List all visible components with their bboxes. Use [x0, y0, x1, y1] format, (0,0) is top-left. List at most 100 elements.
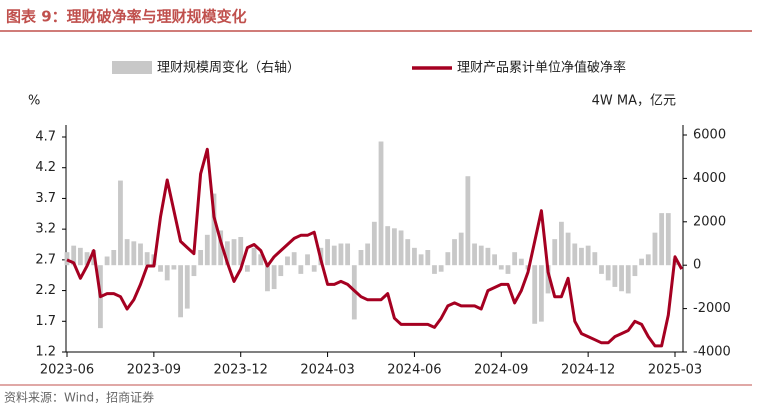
- y-axis-label: %: [28, 94, 40, 109]
- x-tick-label: 2024-09: [474, 363, 528, 378]
- bar: [425, 250, 431, 266]
- bar: [639, 258, 644, 266]
- bar: [325, 239, 330, 266]
- bar: [224, 241, 230, 266]
- bar: [545, 265, 551, 294]
- bar: [659, 213, 665, 266]
- bar: [378, 141, 384, 266]
- bar: [131, 241, 137, 266]
- bar: [485, 247, 491, 266]
- bar: [358, 250, 364, 266]
- legend-label: 理财规模周变化（右轴）: [157, 60, 300, 76]
- bar: [652, 232, 658, 266]
- bar: [552, 239, 558, 266]
- y-tick-label: 1.2: [35, 345, 56, 360]
- y-tick-label: 3.7: [35, 191, 56, 206]
- bar: [391, 228, 397, 266]
- bar: [271, 265, 277, 290]
- y-tick-label: 1.7: [35, 314, 56, 329]
- y2-tick-label: 0: [693, 258, 701, 273]
- bar: [605, 265, 611, 281]
- bar: [559, 221, 564, 266]
- y-tick-label: 2.7: [35, 252, 56, 267]
- bar: [258, 254, 264, 266]
- bar: [579, 247, 584, 266]
- bar: [625, 265, 631, 294]
- bar: [211, 193, 217, 266]
- bar: [365, 243, 371, 266]
- y-tick-label: 3.2: [35, 222, 56, 237]
- bar: [77, 247, 83, 266]
- x-tick-label: 2023-06: [40, 363, 94, 378]
- bar: [111, 250, 117, 266]
- bar: [71, 245, 77, 266]
- x-tick-label: 2024-06: [387, 363, 441, 378]
- bar: [198, 250, 204, 266]
- bar: [164, 265, 170, 281]
- bar: [84, 252, 90, 266]
- bar: [204, 234, 210, 266]
- x-tick-label: 2023-09: [127, 363, 181, 378]
- bar: [565, 232, 571, 266]
- y-tick-label: 4.2: [35, 160, 56, 175]
- y2-tick-label: -2000: [693, 301, 731, 316]
- bar: [398, 230, 404, 266]
- bar: [124, 239, 130, 266]
- bar: [405, 239, 411, 266]
- bar: [458, 232, 464, 266]
- y-tick-label: 2.2: [35, 283, 56, 298]
- bar: [665, 213, 671, 266]
- bar: [218, 230, 224, 266]
- y-tick-label: 4.7: [35, 130, 56, 145]
- bar: [632, 265, 638, 277]
- bar: [231, 239, 237, 266]
- bar: [144, 252, 150, 266]
- bar: [265, 265, 270, 292]
- bar: [585, 245, 591, 266]
- x-tick-label: 2025-03: [648, 363, 702, 378]
- bar: [138, 243, 143, 266]
- bar: [478, 245, 484, 266]
- chart-title: 图表 9：理财破净率与理财规模变化: [6, 8, 247, 26]
- bar: [251, 247, 257, 266]
- bar: [505, 265, 511, 274]
- x-tick-label: 2024-03: [300, 363, 354, 378]
- bar: [278, 265, 284, 277]
- bar: [592, 252, 598, 266]
- bar: [619, 265, 624, 292]
- bar: [452, 239, 457, 266]
- bar: [612, 265, 618, 287]
- bar: [538, 265, 544, 322]
- bar: [532, 265, 538, 324]
- bar: [599, 265, 604, 274]
- bar: [498, 265, 504, 270]
- bar: [191, 265, 197, 277]
- bar: [331, 245, 337, 266]
- bar: [178, 265, 183, 318]
- bar: [371, 221, 377, 266]
- bar: [445, 252, 451, 266]
- bar: [438, 265, 444, 272]
- bar: [465, 176, 471, 266]
- bar: [158, 265, 163, 272]
- bar: [472, 243, 477, 266]
- y2-tick-label: 2000: [693, 214, 726, 229]
- bar: [345, 243, 351, 266]
- bar: [305, 254, 310, 266]
- bar: [104, 256, 110, 266]
- y2-tick-label: 4000: [693, 171, 726, 186]
- bar: [311, 265, 317, 272]
- bar: [285, 256, 290, 266]
- y2-tick-label: -4000: [693, 345, 731, 360]
- legend-swatch: [112, 61, 152, 74]
- bar: [572, 243, 578, 266]
- x-tick-label: 2024-12: [561, 363, 615, 378]
- x-tick-label: 2023-12: [214, 363, 268, 378]
- bar: [385, 226, 391, 266]
- bar: [512, 252, 518, 266]
- bar: [338, 243, 344, 266]
- y2-tick-label: 6000: [693, 128, 726, 143]
- bar: [64, 252, 70, 266]
- bar: [412, 247, 417, 266]
